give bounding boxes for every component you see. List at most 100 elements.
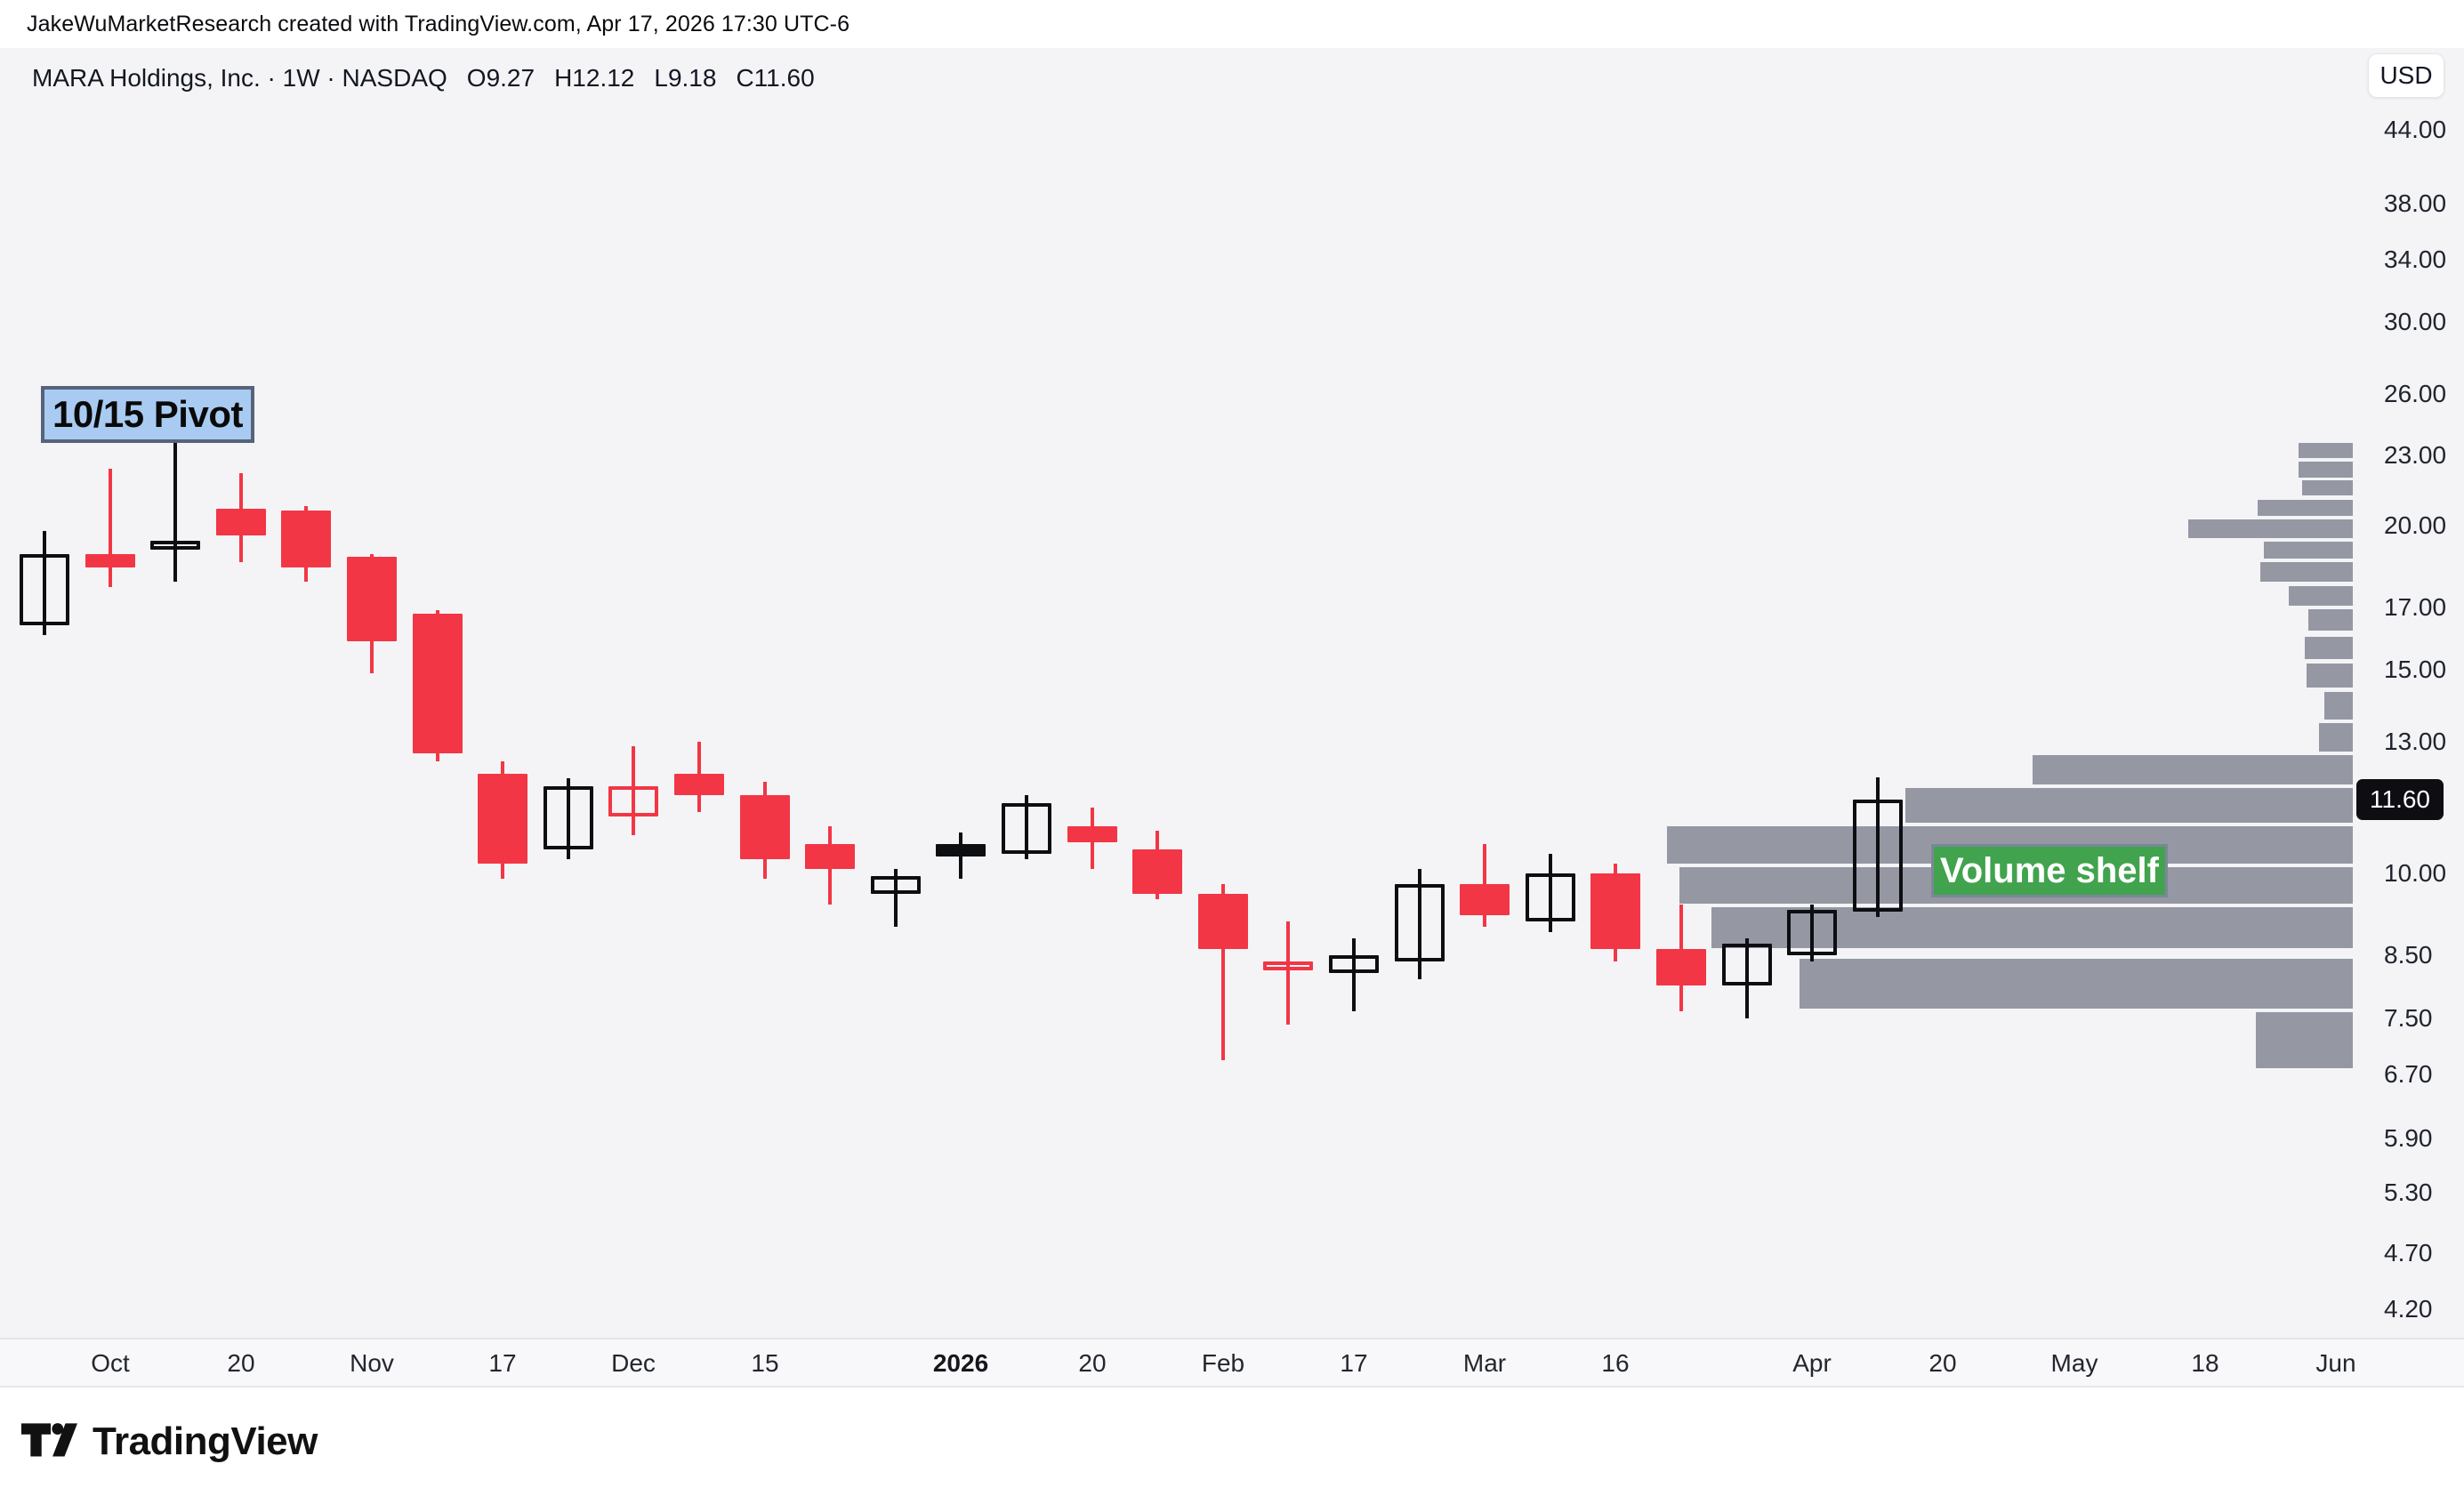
symbol-title[interactable]: MARA Holdings, Inc. · 1W · NASDAQ (32, 64, 447, 92)
candle[interactable] (1002, 803, 1051, 855)
price-axis-label: 17.00 (2384, 592, 2447, 621)
volume-profile-bar (2264, 542, 2353, 559)
ohlc-low: L9.18 (654, 64, 717, 92)
time-axis-label: 15 (751, 1349, 779, 1377)
chart-background (0, 48, 2464, 1387)
volume-profile-bar (2299, 443, 2353, 458)
tradingview-wordmark[interactable]: TradingView (93, 1420, 318, 1463)
candle[interactable] (478, 774, 528, 865)
ohlc-open: O9.27 (466, 64, 535, 92)
candle-wick (1352, 937, 1356, 1012)
ohlc-close: C11.60 (736, 64, 815, 92)
volume-profile-bar (1800, 959, 2353, 1009)
price-axis-label: 20.00 (2384, 511, 2447, 540)
candle-wick (173, 434, 178, 582)
time-axis-label: 20 (1929, 1349, 1957, 1377)
volume-profile-bar (2299, 462, 2353, 478)
candle[interactable] (1721, 943, 1772, 986)
candle[interactable] (543, 786, 593, 849)
candle-wick (1875, 776, 1880, 917)
candle[interactable] (674, 774, 724, 795)
candle[interactable] (608, 786, 659, 817)
candle-wick (893, 868, 898, 927)
attribution-bar: JakeWuMarketResearch created with Tradin… (0, 0, 2464, 48)
price-axis-label: 6.70 (2384, 1060, 2433, 1089)
candle-wick (1548, 854, 1552, 933)
time-axis-label: 17 (1340, 1349, 1368, 1377)
time-axis-label: May (2050, 1349, 2098, 1377)
candle[interactable] (347, 557, 397, 641)
pivot-annotation[interactable]: 10/15 Pivot (41, 386, 254, 443)
volume-profile-bar (2305, 637, 2353, 659)
price-axis-label: 8.50 (2384, 941, 2433, 969)
attribution-text: JakeWuMarketResearch created with Tradin… (27, 11, 850, 36)
volume-profile-bar (2033, 755, 2353, 784)
price-axis-label: 10.00 (2384, 859, 2447, 888)
candle[interactable] (215, 508, 266, 536)
volume-shelf-annotation-text: Volume shelf (1940, 850, 2159, 890)
time-axis-label: Mar (1462, 1349, 1507, 1377)
time-axis-label: Apr (1792, 1349, 1832, 1377)
candle[interactable] (1656, 949, 1706, 986)
volume-profile-bar (2289, 586, 2353, 606)
candle[interactable] (739, 794, 790, 859)
candle[interactable] (1787, 910, 1838, 956)
candle[interactable] (85, 554, 135, 568)
volume-profile-bar (2307, 664, 2353, 688)
symbol-header: MARA Holdings, Inc. · 1W · NASDAQ O9.27 … (32, 60, 815, 96)
tradingview-logo-icon[interactable] (21, 1420, 78, 1463)
candle-wick (632, 745, 636, 835)
candle-wick (1744, 937, 1749, 1018)
candle[interactable] (20, 554, 69, 626)
last-price-value: 11.60 (2370, 784, 2430, 813)
volume-profile-bar (2260, 562, 2353, 582)
volume-shelf-annotation[interactable]: Volume shelf (1931, 844, 2168, 897)
candle[interactable] (870, 876, 921, 895)
price-axis-label: 5.30 (2384, 1178, 2433, 1206)
candle[interactable] (412, 613, 463, 754)
candle-wick (1417, 868, 1421, 980)
time-axis-label: Dec (611, 1349, 656, 1377)
price-axis-label: 38.00 (2384, 189, 2447, 217)
price-axis-label: 26.00 (2384, 379, 2447, 407)
last-price-tag: 11.60 (2356, 778, 2444, 820)
candle[interactable] (1460, 883, 1510, 916)
volume-profile-bar (2188, 519, 2353, 538)
time-axis-label: Jun (2315, 1349, 2356, 1377)
price-axis-label: 30.00 (2384, 308, 2447, 336)
currency-button[interactable]: USD (2368, 53, 2444, 98)
footer: TradingView (0, 1387, 2464, 1496)
candle-wick (1220, 883, 1225, 1060)
candle[interactable] (1067, 825, 1117, 842)
volume-profile-bar (1711, 907, 2353, 948)
time-axis-label: 16 (1601, 1349, 1630, 1377)
candle[interactable] (1525, 873, 1575, 921)
price-axis-label: 4.20 (2384, 1295, 2433, 1323)
price-axis-label: 44.00 (2384, 116, 2447, 143)
volume-profile-bar (2308, 609, 2353, 631)
time-axis-label: 20 (1078, 1349, 1107, 1377)
time-axis-label: 2026 (932, 1349, 989, 1377)
candle-wick (1025, 794, 1028, 859)
candle[interactable] (1590, 873, 1641, 950)
time-axis[interactable] (0, 1338, 2464, 1387)
price-axis-label: 23.00 (2384, 441, 2447, 470)
candle[interactable] (1394, 883, 1445, 961)
volume-profile-bar (2258, 500, 2353, 516)
price-axis-label: 15.00 (2384, 656, 2447, 684)
candle[interactable] (1132, 849, 1183, 895)
candle-wick (1810, 905, 1815, 961)
candle[interactable] (1852, 799, 1903, 913)
chart-plot-area[interactable] (0, 48, 2353, 1338)
volume-profile-bar (2302, 480, 2353, 495)
price-axis-label: 34.00 (2384, 245, 2447, 273)
candle[interactable] (1197, 894, 1248, 950)
candle[interactable] (150, 541, 201, 551)
candle-wick (108, 469, 112, 588)
candle[interactable] (805, 844, 856, 869)
candle[interactable] (936, 844, 986, 857)
candle[interactable] (1263, 961, 1314, 970)
candle[interactable] (1329, 955, 1379, 974)
time-axis-label: Oct (91, 1349, 130, 1377)
candle[interactable] (281, 511, 332, 568)
